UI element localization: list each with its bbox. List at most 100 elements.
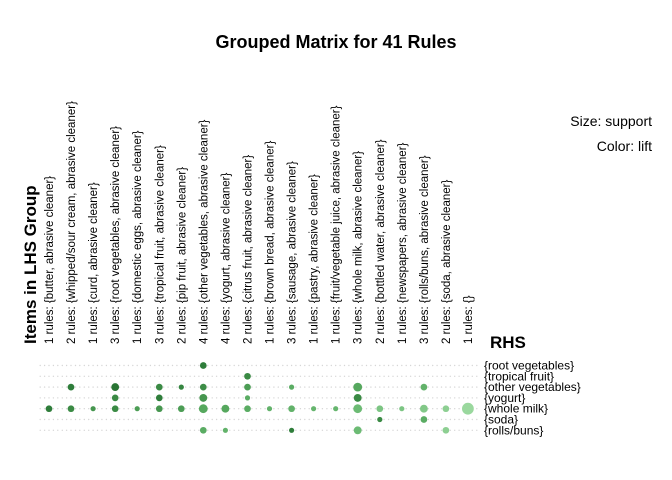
grid-dot <box>326 364 328 367</box>
grid-dot <box>462 364 465 367</box>
grid-dot <box>215 397 218 399</box>
grid-dot <box>88 364 90 367</box>
grid-dot <box>383 397 385 399</box>
grid-dot <box>189 364 191 367</box>
grid-dot <box>145 408 147 410</box>
grid-dot <box>70 418 72 421</box>
grid-dot <box>145 386 147 388</box>
grid-dot <box>308 375 310 377</box>
grid-dot <box>467 418 469 421</box>
grid-dot <box>123 397 125 399</box>
grid-dot <box>149 408 152 410</box>
grid-dot <box>202 418 204 421</box>
grid-dot <box>361 418 363 421</box>
grid-dot <box>476 386 478 388</box>
grid-dot <box>167 429 169 431</box>
grid-dot <box>387 397 390 399</box>
rule-point <box>353 426 362 435</box>
grid-dot <box>282 364 284 367</box>
grid-dot <box>101 397 103 399</box>
grid-dot <box>326 408 328 410</box>
grid-dot <box>79 375 81 377</box>
rule-point <box>353 404 363 414</box>
lhs-group-label: 1 rules: {domestic eggs, abrasive cleane… <box>132 130 144 344</box>
grid-dot <box>185 418 187 421</box>
grid-dot <box>140 418 143 421</box>
grid-dot <box>326 386 328 388</box>
grid-dot <box>264 408 266 410</box>
grid-dot <box>290 375 293 377</box>
data-points <box>45 362 474 435</box>
grid-dot <box>295 408 297 410</box>
grid-dot <box>83 397 86 399</box>
grid-dot <box>462 429 465 431</box>
grid-dot <box>427 429 429 431</box>
grid-dot <box>145 397 147 399</box>
grid-dot <box>321 386 324 388</box>
grid-dot <box>427 364 429 367</box>
grid-dot <box>365 386 368 388</box>
grid-dot <box>440 375 443 377</box>
grid-dot <box>185 364 187 367</box>
grid-dot <box>255 408 257 410</box>
grid-dot <box>304 386 306 388</box>
grid-dot <box>83 408 86 410</box>
grid-dot <box>335 418 337 421</box>
grid-dot <box>246 429 249 431</box>
grid-dot <box>145 375 147 377</box>
grid-dot <box>242 375 244 377</box>
grid-dot <box>105 364 108 367</box>
grid-dot <box>163 408 165 410</box>
grid-dot <box>392 386 394 388</box>
y-axis-title: RHS <box>490 333 526 352</box>
grid-dot <box>207 364 209 367</box>
rule-point <box>244 395 251 401</box>
grid-dot <box>317 429 319 431</box>
grid-dot <box>238 418 240 421</box>
grid-dot <box>202 375 204 377</box>
grid-dot <box>268 418 271 421</box>
lhs-group-label: 1 rules: {brown bread, abrasive cleaner} <box>265 141 277 344</box>
grid-dot <box>83 386 86 388</box>
grid-dot <box>176 375 178 377</box>
grid-dot <box>52 408 55 410</box>
grid-dot <box>277 375 279 377</box>
grid-dot <box>396 408 399 410</box>
grid-dot <box>476 429 478 431</box>
grid-dot <box>118 375 121 377</box>
grid-dot <box>101 375 103 377</box>
grid-dot <box>401 397 403 399</box>
grid-dot <box>185 408 187 410</box>
grid-dot <box>312 397 315 399</box>
rule-point <box>289 384 295 390</box>
grid-dot <box>193 386 196 388</box>
grid-dot <box>458 375 460 377</box>
grid-dot <box>348 375 350 377</box>
grid-dot <box>374 386 377 388</box>
grid-dot <box>233 397 235 399</box>
grid-dot <box>445 375 447 377</box>
grid-dot <box>127 429 130 431</box>
grid-dot <box>176 386 178 388</box>
grid-dot <box>321 364 324 367</box>
grid-dot <box>330 386 332 388</box>
grid-dot <box>352 364 354 367</box>
grid-dot <box>215 386 218 388</box>
grid-dot <box>418 386 421 388</box>
grid-dot <box>409 364 412 367</box>
grid-dot <box>365 418 368 421</box>
grid-dot <box>454 364 456 367</box>
grid-dot <box>304 408 306 410</box>
grid-dot <box>277 397 279 399</box>
grid-dot <box>154 397 156 399</box>
grid-dot <box>189 386 191 388</box>
grid-dot <box>70 364 72 367</box>
grid-dot <box>409 375 412 377</box>
grid-dot <box>136 364 138 367</box>
grid-dot <box>286 408 288 410</box>
grid-dot <box>432 364 434 367</box>
grid-dot <box>229 397 231 399</box>
grid-dot <box>193 429 196 431</box>
grid-dot <box>229 364 231 367</box>
grid-dot <box>61 397 63 399</box>
